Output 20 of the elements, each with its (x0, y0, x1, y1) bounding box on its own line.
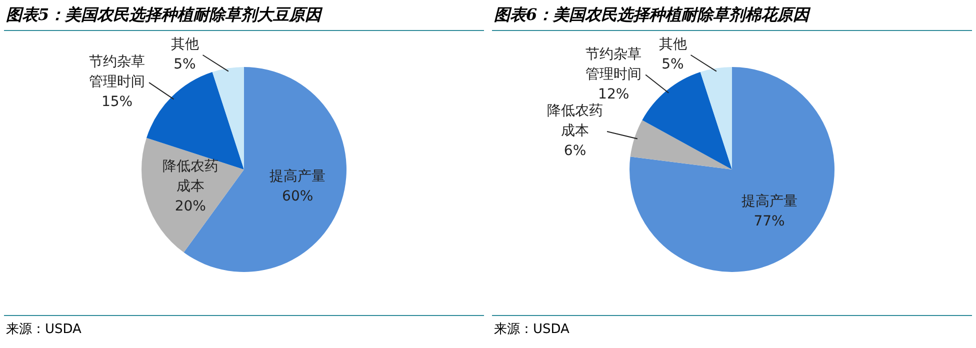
source-note: 来源：USDA (492, 315, 972, 342)
slice-label: 提高产量 (741, 193, 798, 210)
data-label: 5% (174, 56, 196, 73)
data-label: 12% (598, 86, 630, 102)
slice-label: 提高产量 (270, 168, 326, 185)
chart-title: 图表5：美国农民选择种植耐除草剂大豆原因 (4, 0, 484, 31)
slice-label: 其他 (170, 36, 199, 53)
data-label: 20% (174, 198, 206, 215)
chart-title: 图表6：美国农民选择种植耐除草剂棉花原因 (492, 0, 972, 31)
slice-label: 节约杂草管理时间 (586, 46, 642, 82)
data-label: 6% (564, 143, 586, 160)
data-label: 60% (282, 188, 314, 205)
data-label: 15% (101, 94, 133, 110)
data-label: 77% (754, 213, 785, 230)
slice-label: 其他 (658, 36, 687, 53)
slice-label: 节约杂草管理时间 (89, 54, 146, 90)
data-label: 5% (662, 56, 684, 73)
source-note: 来源：USDA (4, 315, 484, 342)
slice-label: 降低农药成本 (162, 158, 218, 195)
slice-label: 降低农药成本 (547, 103, 604, 140)
